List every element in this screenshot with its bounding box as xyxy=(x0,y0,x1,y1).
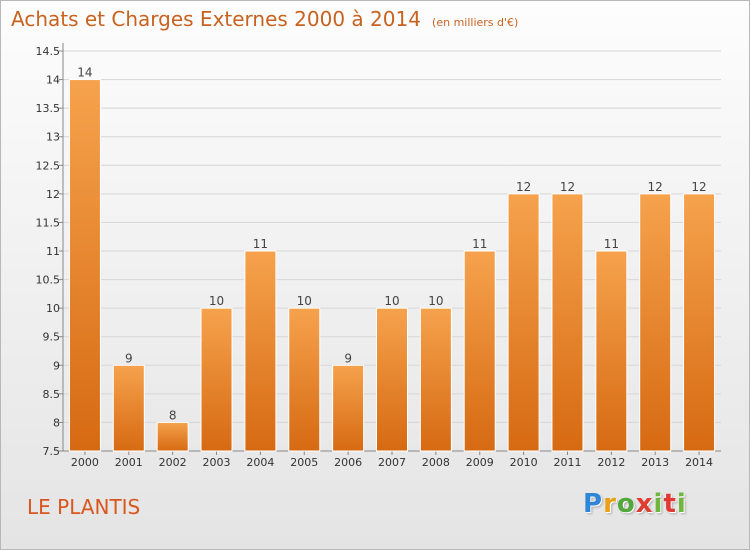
y-tick-label: 8.5 xyxy=(43,388,61,401)
y-tick-label: 13 xyxy=(46,131,60,144)
x-tick-label: 2010 xyxy=(510,456,538,469)
data-label-2000: 14 xyxy=(77,66,92,80)
data-label-2009: 11 xyxy=(472,237,487,251)
bar-2010 xyxy=(507,193,540,452)
x-tick-label: 2006 xyxy=(334,456,362,469)
bars xyxy=(68,79,716,452)
x-tick-label: 2004 xyxy=(246,456,274,469)
y-tick-label: 11 xyxy=(46,245,60,258)
y-tick-label: 10 xyxy=(46,302,60,315)
y-tick-label: 13.5 xyxy=(36,102,61,115)
x-tick-label: 2002 xyxy=(159,456,187,469)
x-tick-label: 2014 xyxy=(685,456,713,469)
bar-2003 xyxy=(200,307,233,452)
bar-2007 xyxy=(376,307,408,452)
bar-2014 xyxy=(683,193,716,452)
y-tick-label: 9 xyxy=(53,359,60,372)
x-tick-label: 2013 xyxy=(641,456,669,469)
x-tick-label: 2001 xyxy=(115,456,143,469)
x-tick-label: 2007 xyxy=(378,456,406,469)
data-label-2004: 11 xyxy=(253,237,268,251)
bar-2001 xyxy=(112,364,145,452)
bar-2000 xyxy=(68,79,101,452)
x-tick-label: 2005 xyxy=(290,456,318,469)
data-label-2014: 12 xyxy=(691,180,706,194)
x-tick-label: 2000 xyxy=(71,456,99,469)
bar-2008 xyxy=(419,307,452,452)
y-tick-label: 11.5 xyxy=(36,216,61,229)
commune-name: LE PLANTIS xyxy=(27,495,141,519)
data-label-2002: 8 xyxy=(169,408,177,422)
data-label-2011: 12 xyxy=(560,180,575,194)
labels: 2000 14 2001 9 2002 8 2003 10 2004 11 2005 10 2006 9 2… xyxy=(71,66,713,469)
y-tick-label: 8 xyxy=(53,416,60,429)
x-tick-label: 2011 xyxy=(553,456,581,469)
x-tick-label: 2009 xyxy=(466,456,494,469)
y-tick-label: 14.5 xyxy=(36,45,61,58)
bar-2004 xyxy=(244,250,277,452)
y-tick-label: 12.5 xyxy=(36,159,61,172)
y-tick-label: 12 xyxy=(46,188,60,201)
bar-2013 xyxy=(639,193,672,452)
chart-subtitle: (en milliers d'€) xyxy=(432,16,519,29)
data-label-2008: 10 xyxy=(428,294,443,308)
bar-2009 xyxy=(463,250,496,452)
y-tick-label: 9.5 xyxy=(43,331,61,344)
bar-2005 xyxy=(288,307,321,452)
y-tick-label: 7.5 xyxy=(43,445,61,458)
data-label-2013: 12 xyxy=(648,180,663,194)
x-tick-label: 2003 xyxy=(203,456,231,469)
data-label-2001: 9 xyxy=(125,351,133,365)
proxiti-logo[interactable]: Proxiti xyxy=(583,489,687,519)
bar-2012 xyxy=(595,250,628,452)
data-label-2005: 10 xyxy=(297,294,312,308)
data-label-2006: 9 xyxy=(344,351,352,365)
data-label-2010: 12 xyxy=(516,180,531,194)
chart-title: Achats et Charges Externes 2000 à 2014 xyxy=(11,7,421,31)
data-label-2012: 11 xyxy=(604,237,619,251)
bar-2011 xyxy=(551,193,584,452)
x-tick-label: 2008 xyxy=(422,456,450,469)
bar-2006 xyxy=(332,364,365,452)
data-label-2003: 10 xyxy=(209,294,224,308)
y-tick-label: 10.5 xyxy=(36,274,61,287)
y-tick-label: 14 xyxy=(46,74,60,87)
title-row: Achats et Charges Externes 2000 à 2014 (… xyxy=(11,7,518,31)
bar-2002 xyxy=(156,421,189,452)
x-tick-label: 2012 xyxy=(597,456,625,469)
data-label-2007: 10 xyxy=(384,294,399,308)
